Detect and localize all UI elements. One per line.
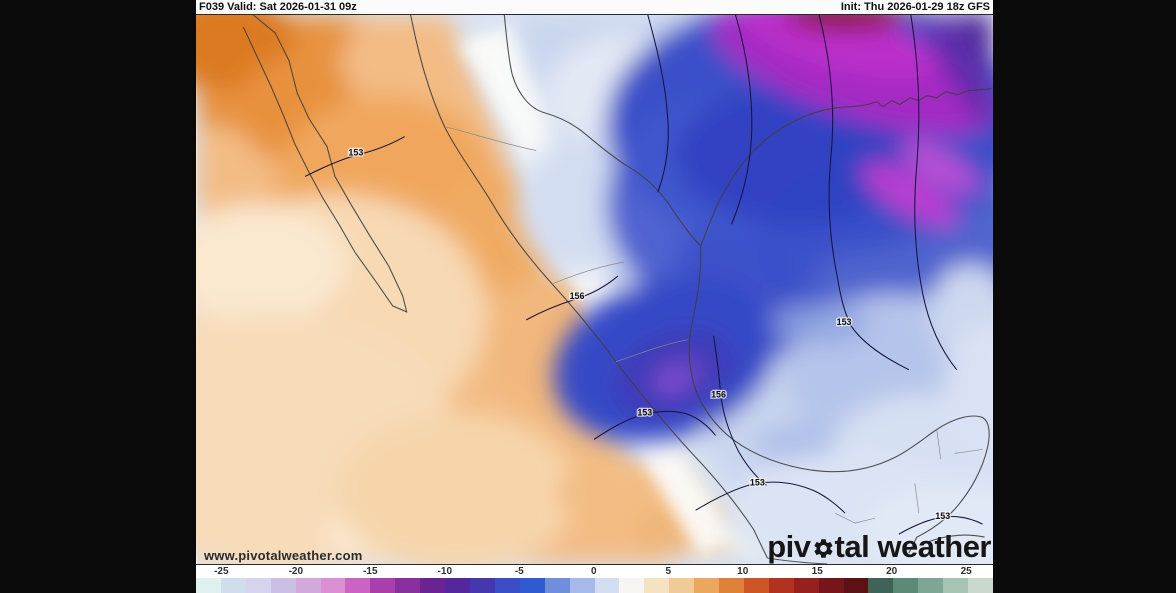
colorbar-segment bbox=[370, 578, 396, 593]
colorbar-tick-label: 5 bbox=[665, 566, 672, 577]
colorbar-segment bbox=[295, 578, 321, 593]
colorbar-segment bbox=[594, 578, 620, 593]
colorbar-segment bbox=[768, 578, 794, 593]
colorbar-tick-label: 0 bbox=[590, 566, 597, 577]
contour-label: 153 bbox=[750, 477, 765, 487]
rio-grande-border bbox=[503, 15, 702, 247]
colorbar-segment bbox=[494, 578, 520, 593]
colorbar-segment bbox=[694, 578, 720, 593]
colorbar-tick-label: -20 bbox=[288, 566, 304, 577]
pivotal-weather-logo: piv tal weather bbox=[767, 531, 991, 562]
colorbar-segment bbox=[395, 578, 421, 593]
pacific-mainland-coast bbox=[410, 15, 768, 559]
colorbar-segment bbox=[420, 578, 446, 593]
colorbar-segment bbox=[320, 578, 346, 593]
contour-label: 156 bbox=[711, 390, 726, 400]
colorbar-tick-label: -10 bbox=[437, 566, 453, 577]
logo-text-pre: piv bbox=[767, 529, 811, 564]
contour-label: 153 bbox=[348, 147, 363, 157]
colorbar-segment bbox=[519, 578, 545, 593]
colorbar bbox=[196, 578, 993, 593]
colorbar-segment bbox=[220, 578, 246, 593]
colorbar-tick-label: -25 bbox=[214, 566, 229, 577]
watermark-url: www.pivotalweather.com bbox=[204, 548, 363, 563]
logo-text-post: tal weather bbox=[834, 529, 992, 564]
colorbar-segment bbox=[893, 578, 919, 593]
gear-icon bbox=[812, 537, 835, 560]
contour-labels: 153 156 153 156 153 153 153 bbox=[347, 146, 951, 522]
weather-map-panel: F039 Valid: Sat 2026-01-31 09z Init: Thu… bbox=[196, 0, 993, 593]
coastlines bbox=[242, 15, 992, 564]
colorbar-segment bbox=[918, 578, 944, 593]
colorbar-tick-label: 10 bbox=[737, 566, 749, 577]
valid-time-label: F039 Valid: Sat 2026-01-31 09z bbox=[199, 1, 357, 13]
colorbar-segment bbox=[619, 578, 645, 593]
colorbar-segment bbox=[868, 578, 894, 593]
colorbar-segment bbox=[569, 578, 595, 593]
colorbar-tick-label: 25 bbox=[960, 566, 972, 577]
map-header: F039 Valid: Sat 2026-01-31 09z Init: Thu… bbox=[196, 0, 993, 14]
colorbar-segment bbox=[445, 578, 470, 593]
colorbar-tick-label: 20 bbox=[886, 566, 898, 577]
central-america-coast bbox=[767, 534, 985, 564]
colorbar-segment bbox=[196, 578, 221, 593]
colorbar-segment bbox=[943, 578, 969, 593]
colorbar-tick-label: -15 bbox=[363, 566, 378, 577]
texas-gulf-coast bbox=[700, 88, 992, 247]
thickness-contours bbox=[304, 15, 983, 535]
colorbar-segment bbox=[719, 578, 744, 593]
init-time-label: Init: Thu 2026-01-29 18z GFS bbox=[840, 1, 990, 13]
contour-label: 153 bbox=[935, 511, 950, 521]
colorbar-ticks: -25 -20 -15 -10 -5 0 5 10 15 20 25 bbox=[196, 565, 993, 578]
colorbar-segment bbox=[270, 578, 296, 593]
baja-california-coast bbox=[242, 15, 408, 313]
colorbar-segment bbox=[669, 578, 695, 593]
colorbar-segment bbox=[793, 578, 819, 593]
colorbar-segment bbox=[644, 578, 670, 593]
colorbar-segment bbox=[345, 578, 371, 593]
colorbar-tick-label: 15 bbox=[811, 566, 823, 577]
contour-label: 156 bbox=[570, 291, 585, 301]
colorbar-segment bbox=[469, 578, 495, 593]
colorbar-segment bbox=[843, 578, 869, 593]
colorbar-segment bbox=[245, 578, 271, 593]
state-borders bbox=[444, 126, 983, 524]
contour-label: 153 bbox=[637, 408, 652, 418]
colorbar-segment bbox=[544, 578, 570, 593]
anomaly-map: 153 156 153 156 153 153 153 bbox=[196, 15, 993, 564]
colorbar-segment bbox=[968, 578, 993, 593]
colorbar-tick-label: -5 bbox=[514, 566, 524, 577]
contour-label: 153 bbox=[837, 317, 852, 327]
mexico-gulf-coast bbox=[688, 246, 990, 554]
colorbar-segment bbox=[818, 578, 844, 593]
colorbar-segment bbox=[743, 578, 769, 593]
map-plot-area: 153 156 153 156 153 153 153 bbox=[196, 14, 993, 565]
